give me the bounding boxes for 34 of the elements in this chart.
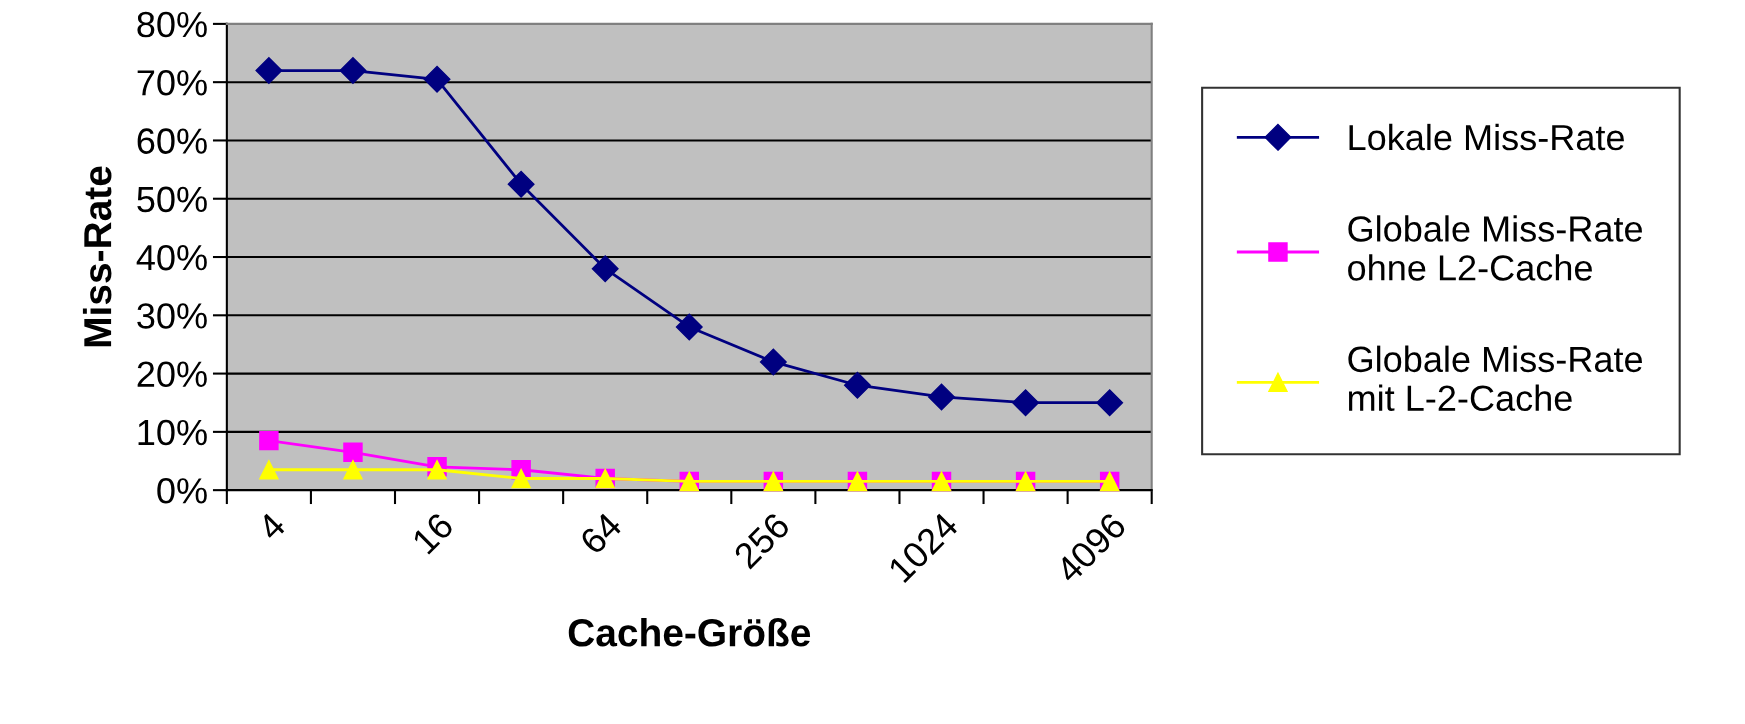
point <box>255 57 283 84</box>
y-tick-label: 10% <box>138 419 207 446</box>
x-tick-label: 64 <box>578 511 624 556</box>
point <box>259 430 279 451</box>
x-tick-label: 4 <box>256 511 287 542</box>
y-tick-label: 70% <box>137 70 207 96</box>
point <box>675 313 703 341</box>
y-tick-label: 30% <box>137 303 207 329</box>
x-axis-title: Cache-Größe <box>568 617 811 647</box>
point <box>759 348 787 376</box>
x-tick-label: 256 <box>732 511 791 570</box>
y-tick-label: 60% <box>137 128 207 154</box>
y-tick-label: 80% <box>137 11 207 38</box>
point <box>1012 389 1040 417</box>
y-tick-label: 50% <box>137 186 207 213</box>
y-tick-label: 20% <box>137 361 207 388</box>
point <box>343 442 363 462</box>
point <box>928 383 955 411</box>
legend-label: Lokale Miss-Rate <box>1349 123 1624 151</box>
point <box>1096 389 1124 417</box>
point <box>507 170 535 198</box>
point <box>511 468 531 489</box>
point <box>339 57 367 84</box>
y-tick-label: 40% <box>136 244 207 271</box>
point <box>259 460 279 480</box>
x-tick-label: 16 <box>411 511 455 555</box>
point <box>591 255 619 283</box>
legend-label: Globale Miss-Rate ohne L2-Cache <box>1348 215 1642 281</box>
point <box>343 460 363 480</box>
y-tick-label: 0% <box>157 478 207 504</box>
point <box>843 371 871 399</box>
legend-label: Globale Miss-Rate mit L-2-Cache <box>1348 345 1642 412</box>
point <box>423 65 451 93</box>
y-axis-title: Miss-Rate <box>82 166 112 347</box>
